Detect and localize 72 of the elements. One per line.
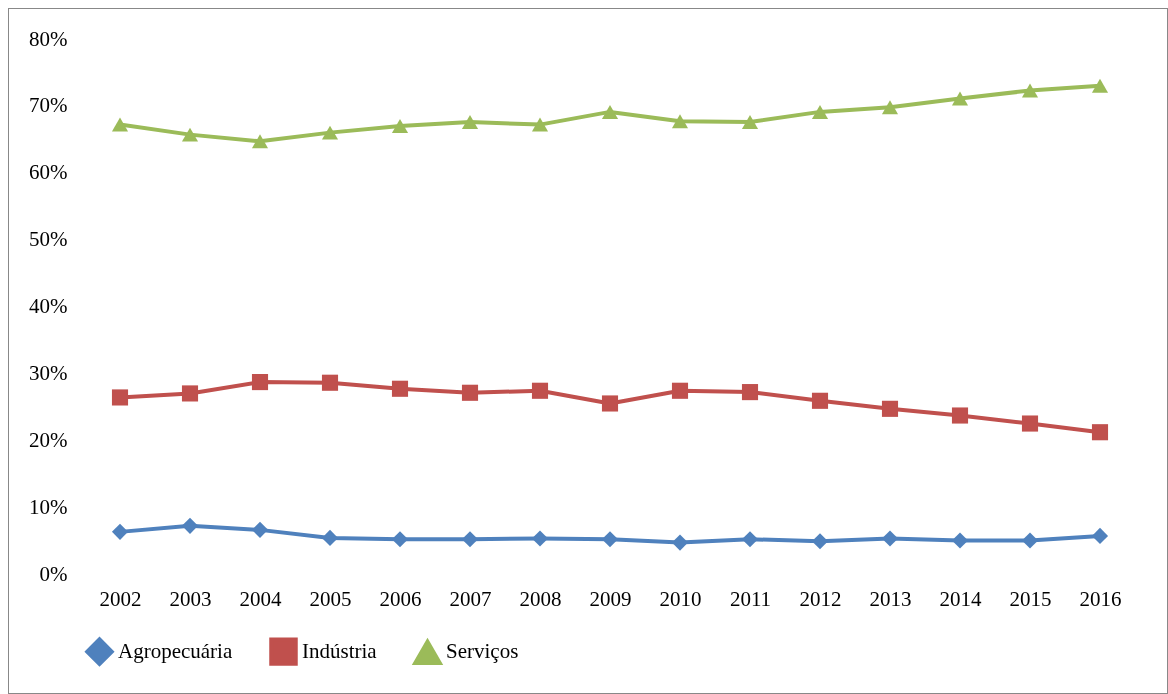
point — [671, 114, 689, 129]
point — [181, 127, 199, 142]
x-tick-label: 2012 — [799, 586, 842, 611]
legend-label: Indústria — [302, 638, 378, 663]
point — [1021, 532, 1039, 549]
point — [251, 374, 269, 391]
point — [881, 100, 899, 115]
x-tick-label: 2013 — [869, 586, 912, 611]
point — [461, 384, 479, 401]
point — [811, 533, 829, 550]
point — [391, 531, 409, 548]
y-tick-label: 80% — [29, 26, 68, 51]
point — [951, 91, 969, 106]
x-tick-label: 2016 — [1079, 586, 1122, 611]
y-tick-label: 60% — [29, 160, 68, 185]
x-tick-label: 2009 — [589, 586, 632, 611]
point — [1091, 78, 1109, 93]
point — [1021, 415, 1039, 432]
point — [251, 134, 269, 149]
point — [391, 380, 409, 397]
point — [391, 118, 409, 133]
point — [881, 530, 899, 547]
legend-label: Agropecuária — [118, 638, 233, 663]
x-tick-label: 2015 — [1009, 586, 1052, 611]
point — [321, 374, 339, 391]
point — [1021, 83, 1039, 98]
point — [671, 534, 689, 551]
y-tick-label: 40% — [29, 294, 68, 318]
legend-label: Serviços — [446, 639, 519, 664]
x-tick-label: 2008 — [519, 586, 562, 611]
point — [461, 531, 479, 548]
y-tick-label: 50% — [29, 227, 68, 252]
point — [601, 104, 619, 119]
point — [531, 117, 549, 132]
point — [531, 530, 549, 547]
point — [951, 532, 969, 549]
x-tick-label: 2007 — [449, 586, 492, 611]
y-tick-label: 0% — [39, 561, 68, 586]
point — [741, 114, 759, 129]
point — [111, 523, 129, 540]
point — [951, 407, 969, 424]
point — [111, 117, 129, 132]
point — [601, 531, 619, 548]
y-tick-label: 10% — [29, 494, 68, 519]
x-tick-label: 2002 — [99, 586, 142, 611]
point — [741, 384, 759, 401]
point — [881, 400, 899, 417]
point — [531, 382, 549, 399]
point — [741, 531, 759, 548]
x-tick-label: 2014 — [939, 586, 982, 611]
x-tick-label: 2011 — [729, 586, 772, 611]
y-tick-label: 20% — [29, 427, 68, 452]
point — [671, 382, 689, 399]
x-tick-label: 2003 — [169, 586, 212, 611]
point — [811, 104, 829, 119]
point — [251, 521, 269, 538]
point — [321, 529, 339, 546]
point — [321, 125, 339, 140]
point — [601, 395, 619, 412]
x-tick-label: 2004 — [239, 586, 282, 611]
y-tick-label: 70% — [29, 93, 68, 118]
point — [1091, 527, 1109, 544]
x-tick-label: 2010 — [659, 586, 702, 611]
point — [811, 392, 829, 409]
point — [1091, 424, 1109, 441]
x-tick-label: 2006 — [379, 586, 422, 611]
point — [461, 114, 479, 129]
y-tick-label: 30% — [29, 360, 68, 385]
point — [181, 385, 199, 402]
x-tick-label: 2005 — [309, 586, 352, 611]
point — [181, 517, 199, 534]
point — [111, 389, 129, 406]
